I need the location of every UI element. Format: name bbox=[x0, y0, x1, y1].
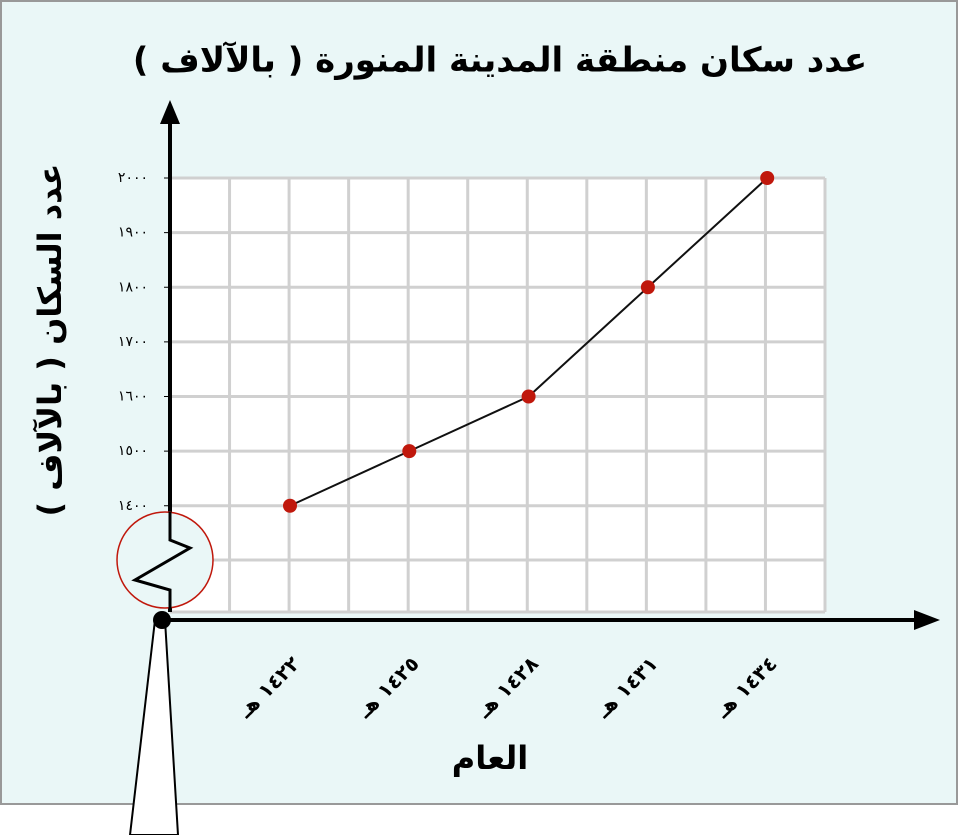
grid: ١٤٠٠ ١٥٠٠ ١٦٠٠ ١٧٠٠ ١٨٠٠ ١٩٠٠ ٢٠٠٠ bbox=[118, 170, 825, 514]
y-axis-label: عدد السكان ( بالآلاف ) bbox=[31, 164, 69, 517]
y-tick-label: ١٤٠٠ bbox=[118, 498, 148, 514]
axis-break-circle bbox=[116, 511, 214, 609]
x-axis-label: العام bbox=[452, 739, 529, 777]
x-arrow bbox=[914, 610, 940, 630]
y-tick-label: ١٥٠٠ bbox=[118, 443, 148, 459]
axis-break bbox=[131, 512, 194, 612]
y-tick-label: ٢٠٠٠ bbox=[118, 170, 148, 186]
origin-dot bbox=[153, 611, 171, 629]
y-tick-label: ١٧٠٠ bbox=[118, 334, 148, 350]
y-tick-label: ١٩٠٠ bbox=[118, 225, 148, 241]
marker bbox=[283, 498, 297, 513]
y-tick-label: ١٦٠٠ bbox=[118, 389, 148, 405]
y-tick-label: ١٨٠٠ bbox=[118, 279, 148, 295]
marker bbox=[760, 171, 775, 185]
marker bbox=[521, 389, 536, 404]
y-arrow bbox=[160, 100, 180, 124]
marker bbox=[402, 444, 417, 459]
marker bbox=[640, 280, 655, 295]
chart-title: عدد سكان منطقة المدينة المنورة ( بالآلاف… bbox=[133, 41, 867, 81]
